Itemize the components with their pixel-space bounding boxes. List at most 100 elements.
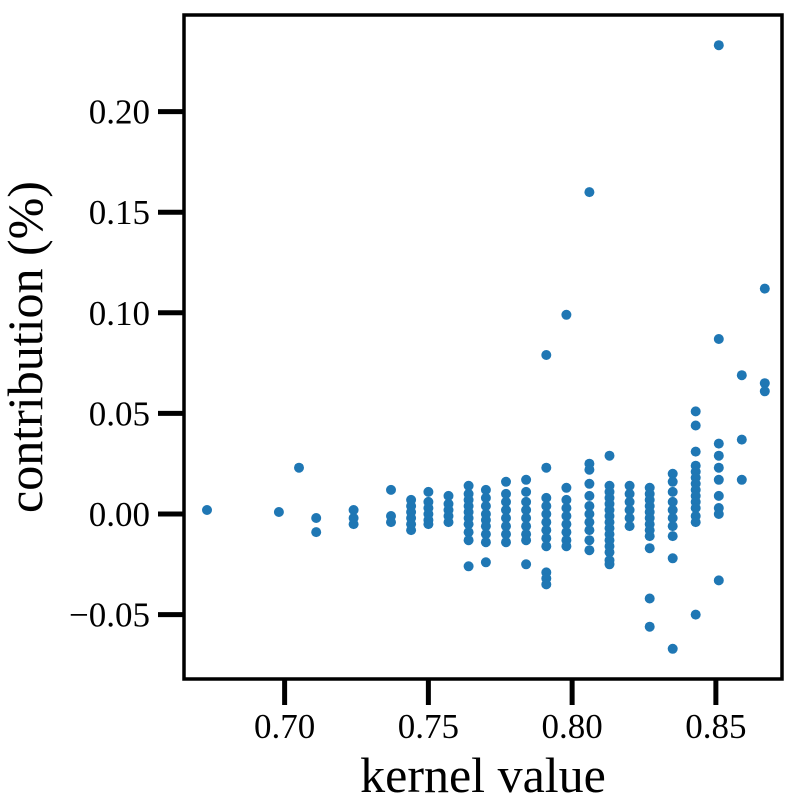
data-point [386,484,396,495]
y-axis-title: contribution (%) [0,181,53,513]
data-point [667,521,678,532]
data-point [501,476,511,487]
y-tick-label: 0.00 [89,495,150,534]
data-point [584,478,595,489]
data-point [736,434,747,445]
data-point [463,519,474,530]
data-point [759,283,770,294]
data-point [584,545,595,556]
y-tick-label: 0.05 [89,394,150,433]
data-point [501,496,511,507]
data-point [667,643,678,654]
data-point [541,350,552,360]
data-point [443,517,454,528]
data-point [480,521,491,532]
data-point [584,464,595,475]
data-point [521,535,532,546]
data-point [644,543,655,554]
x-tick-label: 0.70 [254,707,315,746]
data-point [690,517,701,528]
data-point [501,529,511,540]
data-point [624,513,635,523]
data-point [624,480,635,491]
x-tick-label: 0.80 [542,707,603,746]
data-point [348,505,359,515]
data-point [521,513,532,523]
data-point [604,547,615,558]
data-point [667,553,678,564]
data-point [667,476,678,487]
data-point [667,531,678,542]
y-tick-label: −0.05 [69,596,150,635]
data-point [561,541,572,552]
data-point [584,509,595,519]
data-point [423,486,434,497]
data-point [386,517,396,528]
data-point [624,496,635,507]
data-point [667,513,678,523]
data-point [501,521,511,532]
data-point [443,490,454,501]
data-point [713,450,724,461]
data-point [624,521,635,532]
plot-frame [182,13,784,681]
data-point [294,462,304,473]
data-point [202,505,212,515]
data-point [463,480,474,491]
data-point [541,533,552,544]
data-point [521,496,532,507]
data-point [667,505,678,515]
data-point [690,406,701,417]
data-point [561,503,572,513]
data-point [644,621,655,632]
data-point [541,501,552,511]
x-axis-ticks: 0.70 0.75 0.80 0.85 [254,679,747,746]
data-point [541,492,552,503]
data-point [541,579,552,590]
data-point [713,462,724,473]
data-point [713,474,724,485]
data-point [406,525,417,536]
data-point [736,474,747,485]
data-point [541,525,552,536]
data-point [644,531,655,542]
y-tick-label: 0.15 [89,193,150,232]
data-point [541,462,552,473]
data-point [584,535,595,546]
data-point [584,490,595,501]
data-point [541,541,552,552]
data-point [463,527,474,538]
data-point [311,513,322,523]
x-tick-label: 0.75 [398,707,459,746]
data-point [561,527,572,538]
data-point [667,496,678,507]
data-point [584,517,595,528]
data-point [480,557,491,568]
data-point [690,503,701,513]
y-axis-ticks: −0.05 0.00 0.05 0.10 0.15 0.20 [69,93,184,635]
data-point [561,494,572,505]
data-point [667,486,678,497]
data-point [604,559,615,570]
data-point [759,378,770,389]
data-point [584,525,595,536]
y-tick-label: 0.20 [89,93,150,132]
data-point [759,386,770,397]
data-point [480,529,491,540]
data-point [521,474,532,485]
data-point [561,519,572,530]
data-point [690,446,701,457]
data-point [667,468,678,479]
data-point [273,507,284,517]
x-axis-title: kernel value [360,747,606,800]
data-point [541,517,552,528]
data-point [604,450,615,461]
data-point [561,511,572,521]
x-tick-label: 0.85 [685,707,746,746]
data-point [713,575,724,586]
data-point [501,513,511,523]
data-point [480,537,491,548]
data-point [480,484,491,495]
data-point [713,334,724,344]
